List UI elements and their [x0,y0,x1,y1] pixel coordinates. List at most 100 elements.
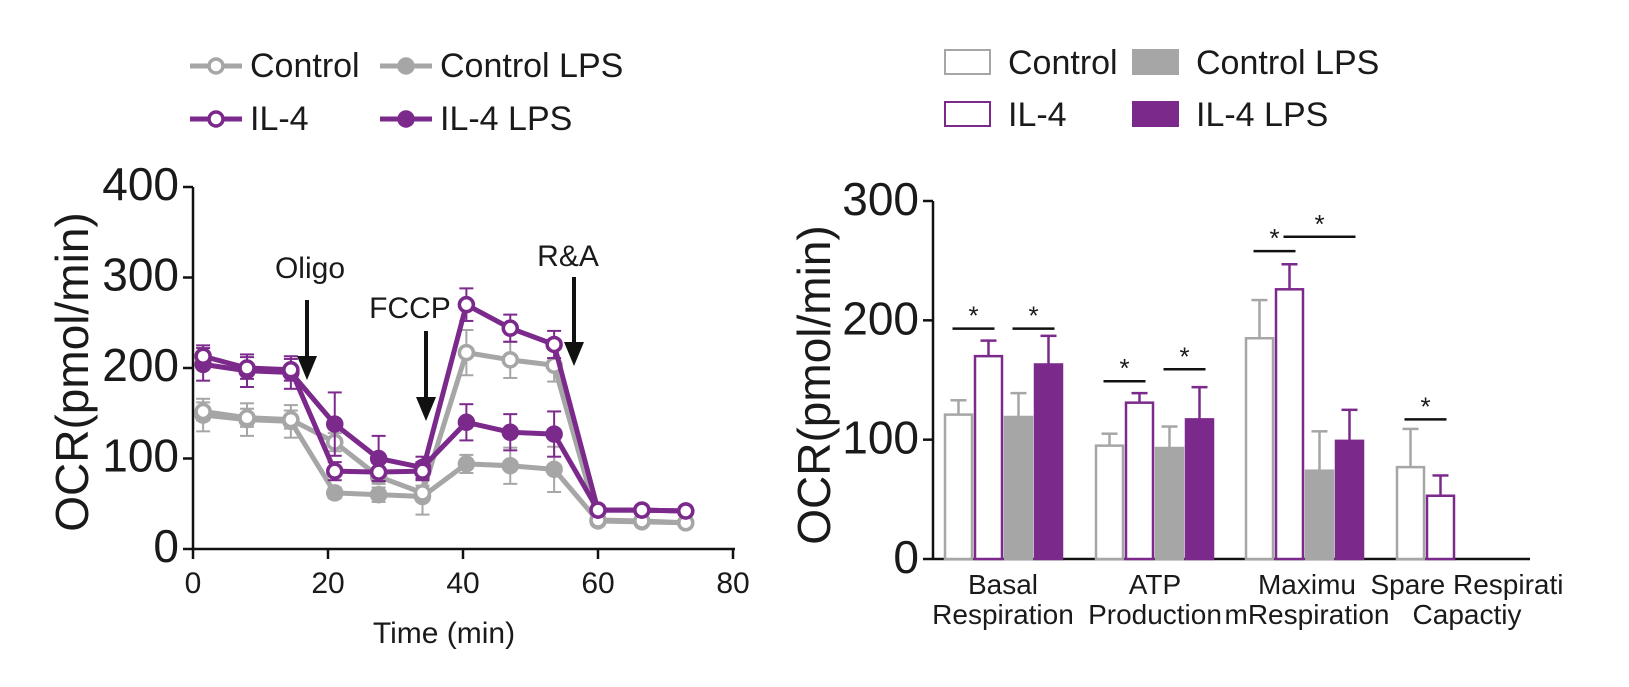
x-tick-label: 20 [311,567,344,600]
series-line [202,412,686,526]
legend-marker [397,57,415,75]
series-il-4 [194,287,695,520]
legend-marker [207,57,225,75]
data-point [282,410,300,429]
y-tick-label: 0 [153,520,179,572]
significance-marker: * [1103,353,1146,383]
series-control [194,328,695,532]
data-point [545,460,563,479]
legend-item-il-4: IL-4 [190,100,309,138]
legend-label: Control [1008,44,1118,82]
y-tick-label: 100 [842,412,919,464]
data-point [369,463,388,481]
data-point [677,502,695,520]
x-tick-label: 40 [446,567,479,600]
data-point [501,319,519,337]
line-chart-y-axis-label: OCR(pmol/min) [46,212,98,531]
legend-item-control: Control [190,47,360,85]
bar [1244,336,1275,561]
data-point [194,402,212,421]
bar [1304,469,1335,561]
line-chart: 0 100 200 300 400 0 20 40 60 80 Oligo FCCP R&A Time… [46,158,750,650]
series-control-lps [1003,391,1335,561]
significance-star: * [1179,341,1189,371]
y-tick-label: 300 [102,249,179,301]
legend-label: Control [250,47,360,85]
data-point [457,343,476,362]
category-label-line1: Basal [968,569,1038,600]
category-label-line2: Respiration [932,599,1074,630]
bar [1395,465,1426,561]
bar [1124,401,1155,561]
bar [1334,439,1365,561]
legend-label: IL-4 LPS [440,100,572,138]
significance-marker: * [952,301,995,331]
x-tick-label: 0 [185,567,202,600]
annotation-arrow-head [297,356,317,380]
x-tick-label: 80 [716,567,749,600]
series-il-4-lps [1033,334,1365,561]
annotation-arrow-head [416,397,436,421]
data-point [457,413,476,432]
annotation-arrow-head [564,342,584,366]
data-point [501,456,519,475]
legend-label: Control LPS [440,47,623,85]
data-point [238,409,256,427]
bar [1425,494,1456,561]
y-tick-label: 400 [102,158,179,210]
bar [973,354,1004,561]
annotation-label-oligo: Oligo [275,252,345,285]
legend-label: Control LPS [1196,44,1379,82]
y-tick-label: 300 [842,173,919,225]
significance-marker: * [1283,209,1356,239]
legend-item-il-4-lps: IL-4 LPS [380,100,572,138]
line-chart-x-axis-label: Time (min) [373,617,515,650]
series-control [943,298,1426,561]
legend-item-control-lps: Control LPS [1132,44,1379,82]
series-il-4-lps [194,347,695,520]
category-label-line2: mRespiration [1225,599,1390,630]
category-label-line2: Capactiy [1413,599,1522,630]
data-point [326,484,344,502]
legend-item-il-4-lps: IL-4 LPS [1132,96,1328,134]
legend-label: IL-4 [250,100,309,138]
legend-label: IL-4 [1008,96,1067,134]
legend-item-control: Control [944,44,1118,82]
significance-star: * [1028,301,1038,331]
bar [1094,444,1125,561]
significance-marker: * [1163,341,1206,371]
bar [1184,418,1215,561]
significance-star: * [1119,353,1129,383]
category-label-line1: Maximu [1258,569,1356,600]
significance-marker: * [1253,223,1296,253]
significance-star: * [968,301,978,331]
bar-chart-y-axis-label: OCR(pmol/min) [788,225,840,544]
line-chart-legend: Control Control LPS IL-4 IL-4 LPS [190,47,623,138]
significance-marker: * [1012,301,1055,331]
data-point [545,335,563,354]
y-tick-label: 200 [842,292,919,344]
data-point [326,415,344,433]
data-point [633,501,651,519]
bar [1274,288,1305,561]
data-point [326,462,344,480]
category-label-line1: ATP [1129,569,1181,600]
data-point [369,485,388,504]
legend-swatch [944,49,991,75]
data-point [282,361,300,379]
significance-star: * [1269,223,1279,253]
annotation-label-fccp: FCCP [369,292,451,325]
bar [943,413,974,561]
category-label-line2: Production [1088,599,1222,630]
data-point [501,423,519,442]
data-point [457,455,476,473]
bar [1154,446,1185,561]
y-tick-label: 200 [102,339,179,391]
data-point [413,462,432,480]
data-point [194,347,212,365]
x-tick-label: 60 [581,567,614,600]
significance-star: * [1314,209,1324,239]
